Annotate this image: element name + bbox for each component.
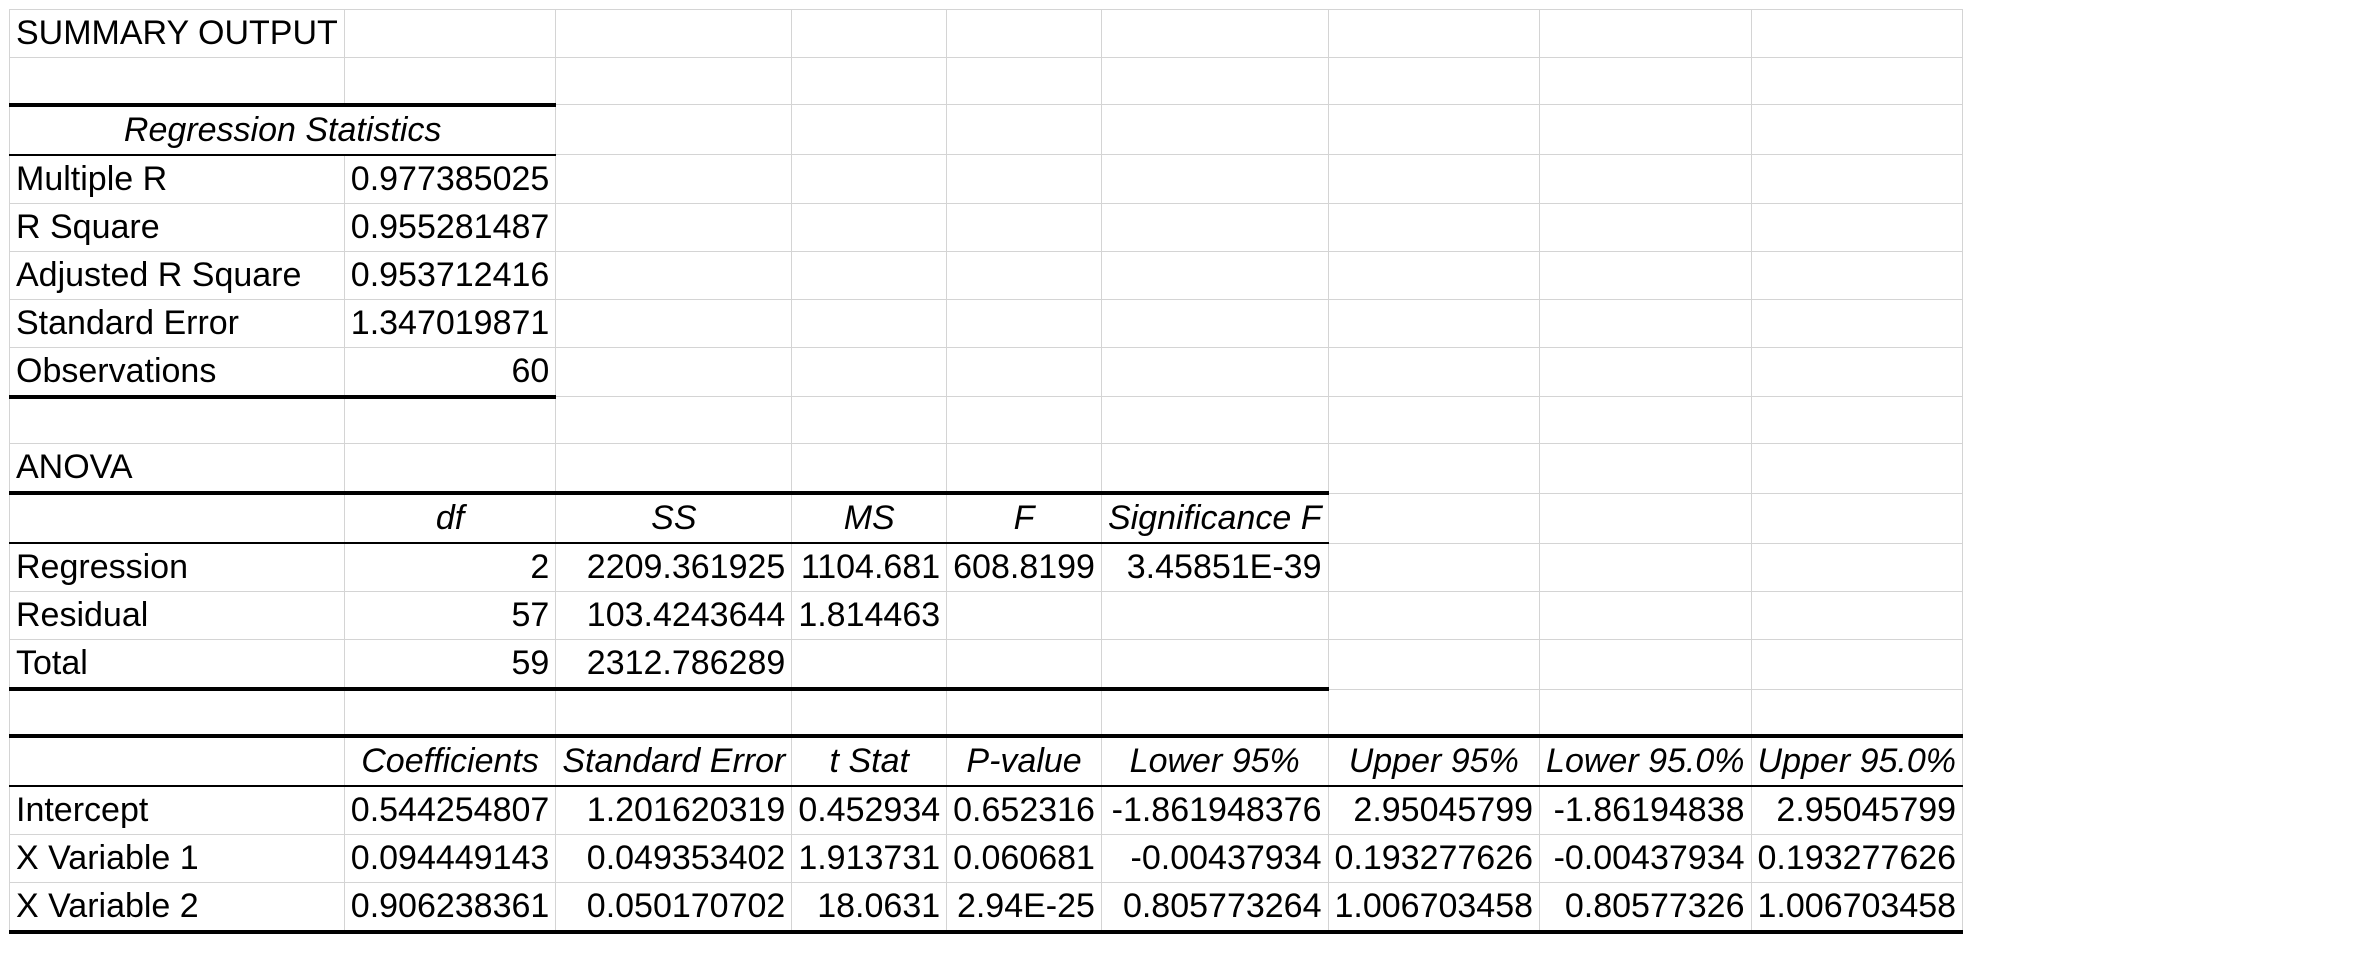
stat-row: Observations 60 bbox=[9, 346, 1964, 399]
coef-cell[interactable]: 1.006703458 bbox=[1327, 882, 1541, 934]
stat-row: Standard Error 1.347019871 bbox=[9, 298, 1964, 348]
stat-value[interactable]: 0.955281487 bbox=[343, 202, 557, 252]
coef-row: Intercept 0.544254807 1.201620319 0.4529… bbox=[9, 785, 1964, 835]
stat-label[interactable]: R Square bbox=[9, 202, 345, 252]
coef-cell[interactable]: 0.906238361 bbox=[343, 882, 557, 934]
spreadsheet: SUMMARY OUTPUT Regression Statistics Mul… bbox=[8, 9, 1964, 934]
coef-cell[interactable]: 0.80577326 bbox=[1539, 882, 1752, 934]
anova-f[interactable] bbox=[946, 639, 1102, 691]
anova-header-significance-f[interactable]: Significance F bbox=[1100, 491, 1329, 544]
coef-cell[interactable]: -1.861948376 bbox=[1100, 785, 1329, 835]
coef-cell[interactable]: 2.95045799 bbox=[1327, 785, 1541, 835]
coef-cell[interactable]: 1.006703458 bbox=[1750, 882, 1964, 934]
anova-row-label[interactable]: Total bbox=[9, 639, 345, 691]
anova-sig[interactable]: 3.45851E-39 bbox=[1100, 542, 1329, 592]
coef-cell[interactable]: 0.193277626 bbox=[1327, 834, 1541, 883]
row-blank bbox=[9, 57, 1964, 105]
anova-row-label[interactable]: Regression bbox=[9, 542, 345, 592]
stat-value[interactable]: 0.953712416 bbox=[343, 250, 557, 300]
stat-label[interactable]: Adjusted R Square bbox=[9, 250, 345, 300]
anova-row: Residual 57 103.4243644 1.814463 bbox=[9, 591, 1964, 640]
coef-cell[interactable]: 0.452934 bbox=[791, 785, 948, 835]
anova-header-ss[interactable]: SS bbox=[555, 491, 793, 544]
row-anova-label: ANOVA bbox=[9, 443, 1964, 494]
coef-header-upper-95-0[interactable]: Upper 95.0% bbox=[1750, 734, 1964, 787]
stat-row: Adjusted R Square 0.953712416 bbox=[9, 250, 1964, 300]
anova-sig[interactable] bbox=[1100, 591, 1329, 640]
anova-ms[interactable]: 1104.681 bbox=[791, 542, 948, 592]
coef-cell[interactable]: 0.544254807 bbox=[343, 785, 557, 835]
stat-value[interactable]: 0.977385025 bbox=[343, 154, 557, 204]
stat-value[interactable]: 60 bbox=[343, 346, 557, 399]
regression-statistics-header[interactable]: Regression Statistics bbox=[8, 102, 557, 156]
coef-cell[interactable]: 18.0631 bbox=[791, 882, 948, 934]
anova-sig[interactable] bbox=[1100, 639, 1329, 691]
anova-ss[interactable]: 2209.361925 bbox=[555, 542, 793, 592]
row-regression-statistics-header: Regression Statistics bbox=[8, 102, 1964, 156]
coef-row: X Variable 1 0.094449143 0.049353402 1.9… bbox=[9, 834, 1964, 883]
anova-df[interactable]: 59 bbox=[343, 639, 557, 691]
coef-header-standard-error[interactable]: Standard Error bbox=[555, 734, 793, 787]
stat-row: R Square 0.955281487 bbox=[9, 202, 1964, 252]
row-anova-headers: df SS MS F Significance F bbox=[9, 491, 1964, 544]
summary-output-title[interactable]: SUMMARY OUTPUT bbox=[9, 9, 345, 58]
anova-header-ms[interactable]: MS bbox=[791, 491, 948, 544]
anova-ss[interactable]: 2312.786289 bbox=[555, 639, 793, 691]
coef-row-label[interactable]: X Variable 2 bbox=[9, 882, 345, 934]
anova-row: Regression 2 2209.361925 1104.681 608.81… bbox=[9, 542, 1964, 592]
stat-value[interactable]: 1.347019871 bbox=[343, 298, 557, 348]
coef-cell[interactable]: 0.060681 bbox=[946, 834, 1102, 883]
stat-label[interactable]: Observations bbox=[9, 346, 345, 399]
coef-cell[interactable]: -0.00437934 bbox=[1100, 834, 1329, 883]
coef-cell[interactable]: 0.652316 bbox=[946, 785, 1102, 835]
anova-df[interactable]: 57 bbox=[343, 591, 557, 640]
coef-cell[interactable]: 2.94E-25 bbox=[946, 882, 1102, 934]
anova-ms[interactable]: 1.814463 bbox=[791, 591, 948, 640]
coef-cell[interactable]: 0.049353402 bbox=[555, 834, 793, 883]
anova-label[interactable]: ANOVA bbox=[9, 443, 345, 494]
summary-output-table: SUMMARY OUTPUT Regression Statistics Mul… bbox=[8, 9, 1964, 934]
anova-f[interactable]: 608.8199 bbox=[946, 542, 1102, 592]
coef-row-label[interactable]: X Variable 1 bbox=[9, 834, 345, 883]
coef-header-lower-95-0[interactable]: Lower 95.0% bbox=[1539, 734, 1752, 787]
anova-header-f[interactable]: F bbox=[946, 491, 1102, 544]
stat-row: Multiple R 0.977385025 bbox=[9, 154, 1964, 204]
coef-header-t-stat[interactable]: t Stat bbox=[791, 734, 948, 787]
anova-ss[interactable]: 103.4243644 bbox=[555, 591, 793, 640]
stat-label[interactable]: Standard Error bbox=[9, 298, 345, 348]
coef-cell[interactable]: 1.913731 bbox=[791, 834, 948, 883]
coef-row: X Variable 2 0.906238361 0.050170702 18.… bbox=[9, 882, 1964, 934]
anova-row-label[interactable]: Residual bbox=[9, 591, 345, 640]
stat-label[interactable]: Multiple R bbox=[9, 154, 345, 204]
anova-row: Total 59 2312.786289 bbox=[9, 639, 1964, 691]
coef-header-upper-95[interactable]: Upper 95% bbox=[1327, 734, 1541, 787]
row-title: SUMMARY OUTPUT bbox=[9, 9, 1964, 58]
row-blank bbox=[9, 396, 1964, 444]
coef-cell[interactable]: 2.95045799 bbox=[1750, 785, 1964, 835]
coef-cell[interactable]: -0.00437934 bbox=[1539, 834, 1752, 883]
coef-cell[interactable]: 0.094449143 bbox=[343, 834, 557, 883]
coef-cell[interactable]: 0.193277626 bbox=[1750, 834, 1964, 883]
coef-cell[interactable]: 1.201620319 bbox=[555, 785, 793, 835]
coef-cell[interactable]: -1.86194838 bbox=[1539, 785, 1752, 835]
anova-df[interactable]: 2 bbox=[343, 542, 557, 592]
anova-f[interactable] bbox=[946, 591, 1102, 640]
anova-header-df[interactable]: df bbox=[343, 491, 557, 544]
coef-header-lower-95[interactable]: Lower 95% bbox=[1100, 734, 1329, 787]
anova-ms[interactable] bbox=[791, 639, 948, 691]
coef-cell[interactable]: 0.050170702 bbox=[555, 882, 793, 934]
coef-row-label[interactable]: Intercept bbox=[9, 785, 345, 835]
coef-cell[interactable]: 0.805773264 bbox=[1100, 882, 1329, 934]
row-coefficients-headers: Coefficients Standard Error t Stat P-val… bbox=[9, 734, 1964, 787]
row-blank bbox=[9, 688, 1964, 737]
coef-header-p-value[interactable]: P-value bbox=[946, 734, 1102, 787]
coef-header-coefficients[interactable]: Coefficients bbox=[343, 734, 557, 787]
